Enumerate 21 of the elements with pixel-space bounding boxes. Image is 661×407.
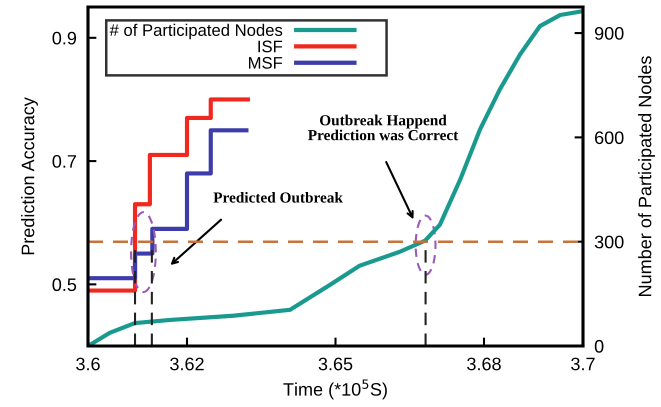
x-tick-label: 3.7 (571, 358, 595, 370)
x-tick-label: 3.62 (170, 358, 204, 370)
x-tick-label: 3.6 (76, 358, 100, 370)
y2-tick-label: 300 (594, 236, 624, 248)
x-tick-label: 3.65 (318, 358, 352, 370)
y-tick-label: 0.9 (52, 32, 76, 45)
legend-label: # of Participated Nodes (110, 24, 282, 40)
line-series (88, 9, 583, 346)
x-axis-title: Time (*10$^{5}$S) (283, 380, 387, 400)
y2-tick-label: 900 (594, 27, 624, 40)
annotation: Outbreak Happend Prediction was Correct (308, 114, 458, 140)
legend-label: MSF (248, 56, 282, 69)
y2-axis-title: Number of Participated Nodes (638, 56, 655, 296)
y-tick-label: 0.7 (52, 155, 76, 168)
annotation: Predicted Outbreak (213, 192, 343, 203)
legend-label: ISF (258, 40, 282, 52)
y-axis-title: Prediction Accuracy (21, 97, 38, 254)
y-tick-label: 0.5 (52, 278, 76, 292)
y2-tick-label: 0 (594, 340, 604, 353)
y2-tick-label: 600 (595, 131, 624, 144)
x-tick-label: 3.68 (467, 358, 501, 370)
